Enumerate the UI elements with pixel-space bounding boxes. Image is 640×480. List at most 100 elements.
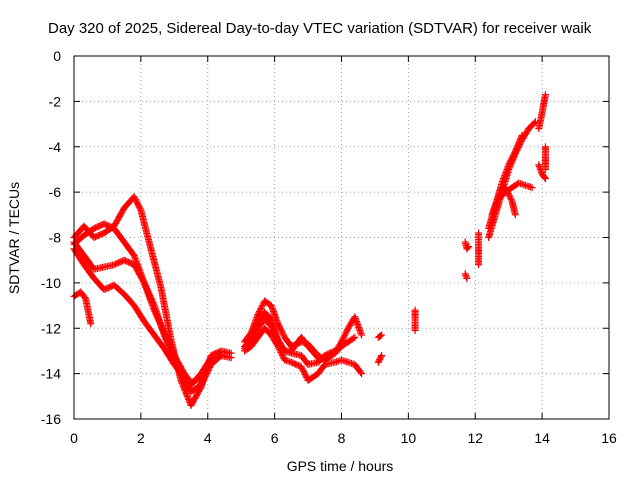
y-axis-label: SDTVAR / TECUs	[6, 182, 22, 294]
data-point	[279, 353, 287, 361]
y-tick-label: -8	[49, 230, 62, 246]
data-point	[255, 309, 263, 317]
data-point	[297, 363, 305, 371]
data-point	[258, 303, 266, 311]
y-tick-label: -16	[41, 411, 61, 427]
x-tick-label: 12	[467, 430, 483, 446]
x-tick-label: 0	[70, 430, 78, 446]
data-point	[256, 306, 264, 314]
y-tick-label: -12	[41, 320, 61, 336]
data-point	[258, 302, 266, 310]
data-point	[377, 332, 385, 340]
data-point	[341, 330, 349, 338]
x-tick-label: 14	[534, 430, 550, 446]
data-point	[227, 354, 235, 362]
data-point	[300, 367, 308, 375]
data-point	[275, 323, 283, 331]
data-point	[357, 368, 365, 376]
data-point	[541, 173, 549, 181]
data-point	[278, 327, 286, 335]
data-point	[298, 364, 306, 372]
data-point	[206, 355, 214, 363]
grid-lines	[74, 56, 609, 419]
x-axis-label: GPS time / hours	[287, 458, 394, 474]
data-point	[339, 335, 347, 343]
data-point	[505, 159, 513, 167]
data-point	[511, 149, 519, 157]
y-tick-label: -10	[41, 275, 61, 291]
axis-ticks: 0 2 4 6 8 10 12 14 16 0 -2 -4 -6 -8 -10 -12 -14 -16	[41, 48, 617, 446]
data-point	[300, 369, 308, 377]
data-point	[329, 348, 337, 356]
data-point	[508, 153, 516, 161]
data-point	[131, 194, 139, 202]
x-tick-label: 4	[204, 430, 212, 446]
data-point	[463, 274, 471, 282]
data-point	[511, 211, 519, 219]
data-point	[510, 150, 518, 158]
data-point	[340, 332, 348, 340]
data-point	[506, 158, 514, 166]
data-point	[464, 244, 472, 252]
data-point	[507, 196, 515, 204]
data-point	[509, 152, 517, 160]
data-point	[340, 333, 348, 341]
data-point	[299, 366, 307, 374]
data-point	[475, 261, 483, 269]
data-point	[507, 156, 515, 164]
chart-title: Day 320 of 2025, Sidereal Day-to-day VTE…	[48, 20, 592, 37]
data-point	[302, 372, 310, 380]
data-point	[343, 327, 351, 335]
data-point	[518, 131, 526, 139]
x-tick-label: 10	[401, 430, 417, 446]
data-point	[278, 329, 286, 337]
data-point	[136, 205, 144, 213]
data-point	[350, 334, 358, 342]
data-point	[134, 200, 142, 208]
data-point	[517, 133, 525, 141]
x-tick-label: 2	[137, 430, 145, 446]
y-tick-label: -14	[41, 366, 61, 382]
data-point	[277, 326, 285, 334]
data-point	[541, 175, 549, 183]
data-point	[331, 347, 339, 355]
data-point	[358, 331, 366, 339]
data-point	[133, 199, 141, 207]
data-point	[411, 327, 419, 335]
data-point	[342, 329, 350, 337]
data-point	[301, 370, 309, 378]
data-point	[135, 202, 143, 210]
y-tick-label: -4	[49, 139, 62, 155]
y-tick-label: 0	[53, 48, 61, 64]
data-point	[257, 305, 265, 313]
data-point	[276, 324, 284, 332]
data-point	[358, 370, 366, 378]
data-point	[216, 353, 224, 361]
data-point	[377, 353, 385, 361]
data-point	[132, 197, 140, 205]
data-point	[541, 165, 549, 173]
y-tick-label: -2	[49, 93, 62, 109]
data-point	[465, 243, 473, 251]
data-point	[255, 308, 263, 316]
data-point	[506, 193, 514, 201]
data-point	[278, 351, 286, 359]
data-point	[378, 331, 386, 339]
data-point	[530, 119, 538, 127]
data-point	[505, 161, 513, 169]
x-tick-label: 16	[601, 430, 617, 446]
data-point	[278, 350, 286, 358]
plot-frame	[73, 55, 610, 420]
data-point	[217, 351, 225, 359]
data-point	[130, 193, 138, 201]
x-tick-label: 8	[338, 430, 346, 446]
data-point	[528, 184, 536, 192]
data-point	[351, 333, 359, 341]
data-point	[279, 330, 287, 338]
data-point	[87, 320, 95, 328]
x-tick-label: 6	[271, 430, 279, 446]
data-point	[507, 194, 515, 202]
data-point	[378, 351, 386, 359]
data-points	[70, 91, 549, 409]
